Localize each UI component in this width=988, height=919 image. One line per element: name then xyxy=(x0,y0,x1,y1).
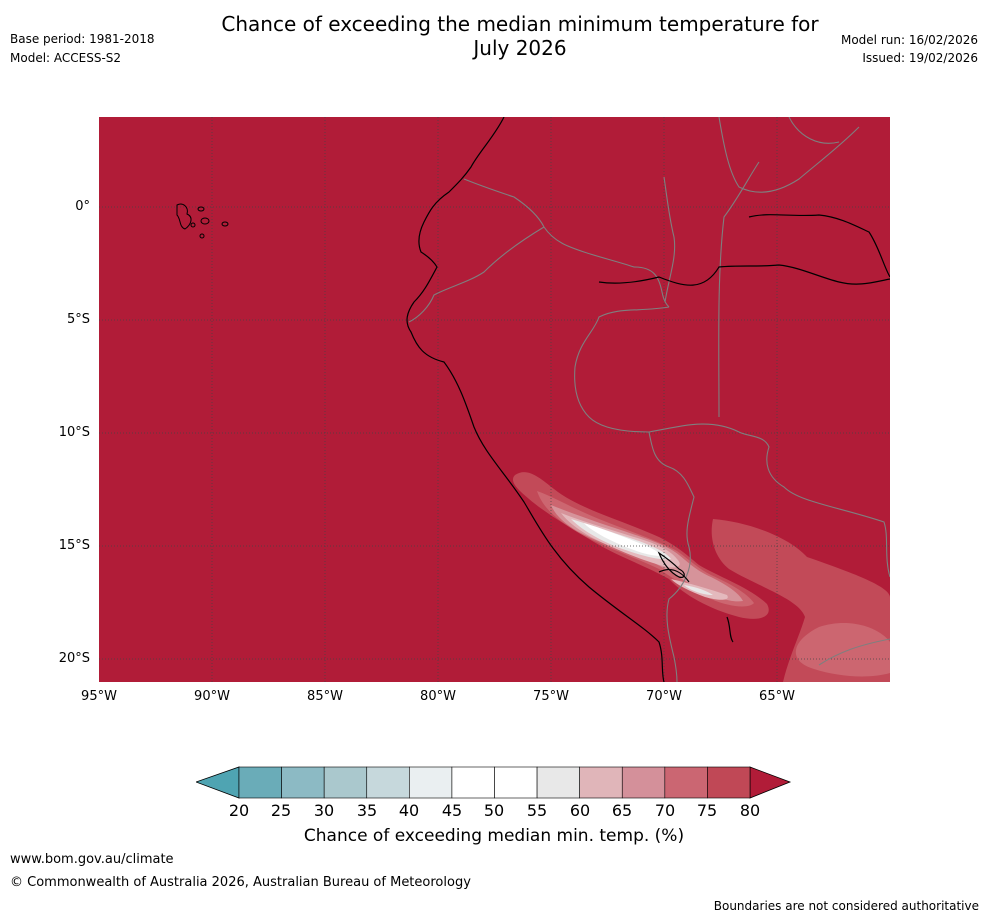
colorbar-tick-40: 40 xyxy=(398,801,420,820)
colorbar-tick-65: 65 xyxy=(611,801,633,820)
lon-label-70w: 70°W xyxy=(646,689,682,704)
lat-label-10s: 10°S xyxy=(58,425,90,440)
colorbar-cell xyxy=(323,766,368,799)
colorbar-tick-50: 50 xyxy=(483,801,505,820)
map-background xyxy=(99,117,890,682)
colorbar-cell xyxy=(451,766,495,799)
boundaries-disclaimer: Boundaries are not considered authoritat… xyxy=(713,899,979,913)
website-link[interactable]: www.bom.gov.au/climate xyxy=(10,852,174,867)
national-borders xyxy=(408,117,890,682)
lon-label-65w: 65°W xyxy=(759,689,795,704)
colorbar-cell xyxy=(494,766,538,799)
colorbar-tick-70: 70 xyxy=(654,801,676,820)
colorbar-cell xyxy=(409,766,453,799)
title-line-1: Chance of exceeding the median minimum t… xyxy=(221,12,819,36)
lat-label-5s: 5°S xyxy=(66,312,90,327)
colorbar-tick-75: 75 xyxy=(696,801,718,820)
lon-label-85w: 85°W xyxy=(307,689,343,704)
colorbar-tick-25: 25 xyxy=(270,801,292,820)
colorbar-over-arrow xyxy=(749,766,792,799)
lake-titicaca xyxy=(657,551,685,578)
prob-region-bolivia-70 xyxy=(795,622,890,677)
lat-label-0: 0° xyxy=(75,199,90,214)
colorbar-tick-80: 80 xyxy=(739,801,761,820)
colorbar-tick-55: 55 xyxy=(526,801,548,820)
copyright-notice: © Commonwealth of Australia 2026, Austra… xyxy=(10,875,471,890)
colorbar-cell xyxy=(366,766,410,799)
colorbar-cell xyxy=(536,766,580,799)
prob-region-andes-50 xyxy=(584,523,660,556)
colorbar-tick-45: 45 xyxy=(441,801,463,820)
colorbar xyxy=(196,766,792,799)
colorbar-tick-20: 20 xyxy=(228,801,250,820)
lon-label-80w: 80°W xyxy=(420,689,456,704)
model-name: Model: ACCESS-S2 xyxy=(10,51,122,65)
title-line-2: July 2026 xyxy=(473,36,567,60)
colorbar-tick-60: 60 xyxy=(569,801,591,820)
map-title: Chance of exceeding the median minimum t… xyxy=(150,12,890,60)
colorbar-cell xyxy=(664,766,708,799)
colorbar-tick-35: 35 xyxy=(356,801,378,820)
colorbar-tick-30: 30 xyxy=(313,801,335,820)
colorbar-cell xyxy=(707,766,751,799)
colorbar-title: Chance of exceeding median min. temp. (%… xyxy=(303,826,685,846)
coastlines xyxy=(406,117,890,682)
forecast-map xyxy=(99,117,890,682)
colorbar-cell xyxy=(621,766,666,799)
issued-date: Issued: 19/02/2026 xyxy=(862,51,978,65)
base-period: Base period: 1981-2018 xyxy=(10,32,155,46)
graticule xyxy=(99,117,890,682)
colorbar-cells xyxy=(238,766,751,799)
colorbar-cell xyxy=(281,766,325,799)
lon-label-75w: 75°W xyxy=(533,689,569,704)
lat-label-15s: 15°S xyxy=(58,538,90,553)
colorbar-cell xyxy=(579,766,623,799)
lon-label-95w: 95°W xyxy=(81,689,117,704)
colorbar-cell xyxy=(238,766,282,799)
colorbar-under-arrow xyxy=(196,766,240,799)
model-run: Model run: 16/02/2026 xyxy=(840,33,978,47)
lat-label-20s: 20°S xyxy=(58,651,90,666)
galapagos-islands xyxy=(176,203,229,239)
lon-label-90w: 90°W xyxy=(194,689,230,704)
